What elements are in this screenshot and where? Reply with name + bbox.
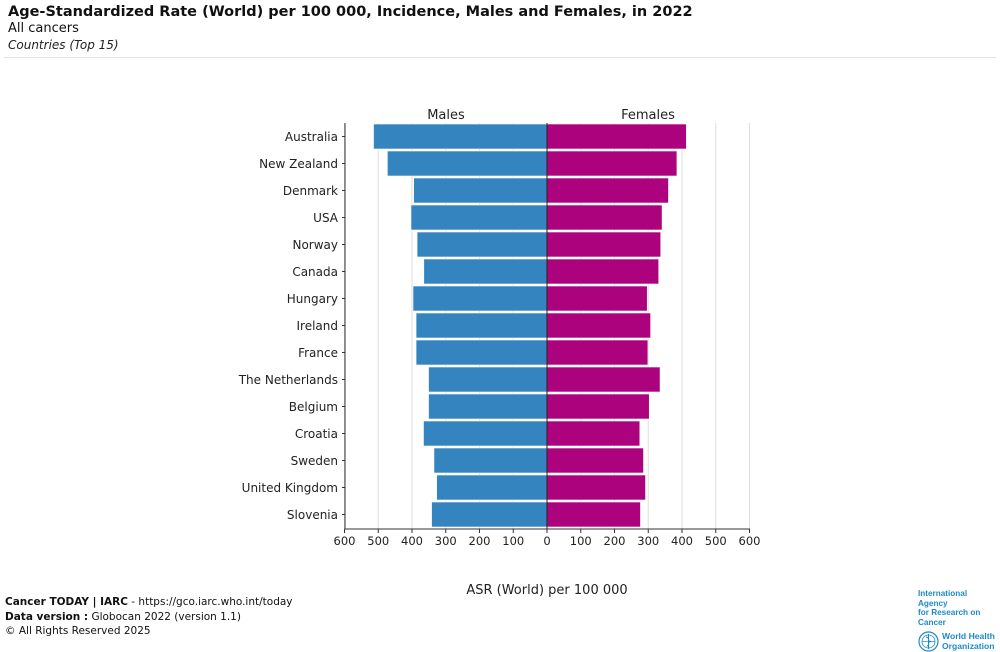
category-label: Slovenia <box>287 508 338 522</box>
category-label: Norway <box>292 238 338 252</box>
category-label: Australia <box>285 130 338 144</box>
bar-females <box>546 285 648 312</box>
bar-females <box>546 447 644 474</box>
bar-females <box>546 123 687 150</box>
bar-females <box>546 231 662 258</box>
footer: Cancer TODAY | IARC - https://gco.iarc.w… <box>5 595 293 639</box>
x-tick-label: 200 <box>604 534 626 548</box>
bar-males <box>433 447 548 474</box>
footer-source-name: Cancer TODAY | IARC <box>5 596 128 608</box>
category-label: Croatia <box>295 427 338 441</box>
bar-males <box>415 312 548 339</box>
category-label: New Zealand <box>259 157 338 171</box>
category-label: USA <box>313 211 339 225</box>
who-logo-line2: Organization <box>942 640 995 651</box>
bar-males <box>416 231 548 258</box>
series-label-females: Females <box>621 108 675 123</box>
iarc-logo-line2: for Research on Cancer <box>918 608 981 627</box>
x-tick-label: 300 <box>435 534 457 548</box>
chart-subsubtitle: Countries (Top 15) <box>8 38 119 52</box>
bar-males <box>410 204 548 231</box>
bar-males <box>412 285 548 312</box>
x-tick-label: 600 <box>739 534 761 548</box>
x-tick-label: 600 <box>334 534 356 548</box>
x-tick-label: 500 <box>705 534 727 548</box>
bar-males <box>415 339 548 366</box>
footer-copyright: © All Rights Reserved 2025 <box>5 625 151 637</box>
category-label: France <box>298 346 338 360</box>
bar-females <box>546 150 678 177</box>
footer-source-url[interactable]: - https://gco.iarc.who.int/today <box>127 596 293 608</box>
chart-subtitle: All cancers <box>8 21 79 36</box>
bar-females <box>546 258 660 285</box>
bar-males <box>428 366 548 393</box>
iarc-logo: International Agency for Research on Can… <box>918 589 998 627</box>
bar-females <box>546 474 646 501</box>
series-label-males: Males <box>427 108 465 123</box>
category-label: The Netherlands <box>238 373 338 387</box>
category-label: Ireland <box>296 319 338 333</box>
bar-males <box>428 393 548 420</box>
category-label: Sweden <box>291 454 338 468</box>
category-label: Canada <box>292 265 338 279</box>
bar-females <box>546 501 641 528</box>
chart-title: Age-Standardized Rate (World) per 100 00… <box>8 4 693 20</box>
bar-females <box>546 312 651 339</box>
category-label: Denmark <box>283 184 338 198</box>
who-emblem-icon <box>918 631 939 652</box>
footer-version-label: Data version : <box>5 610 89 623</box>
x-tick-label: 100 <box>570 534 592 548</box>
bar-males <box>387 150 548 177</box>
bar-males <box>431 501 548 528</box>
bar-males <box>413 177 548 204</box>
who-logo-line1: World Health <box>942 631 995 641</box>
category-label: Belgium <box>289 400 338 414</box>
bar-females <box>546 339 649 366</box>
iarc-logo-line1: International Agency <box>918 589 968 608</box>
bar-females <box>546 177 669 204</box>
bar-females <box>546 393 650 420</box>
bar-males <box>423 420 548 447</box>
chart-header: Age-Standardized Rate (World) per 100 00… <box>8 3 994 53</box>
x-tick-label: 400 <box>671 534 693 548</box>
footer-version: Data version : Globocan 2022 (version 1.… <box>5 610 293 625</box>
x-tick-label: 0 <box>543 534 550 548</box>
footer-source: Cancer TODAY | IARC - https://gco.iarc.w… <box>5 595 293 610</box>
bar-males <box>373 123 548 150</box>
who-logo-text: World Health Organization <box>942 631 995 651</box>
bar-females <box>546 204 663 231</box>
bar-males <box>423 258 548 285</box>
bar-females <box>546 420 641 447</box>
x-tick-label: 500 <box>367 534 389 548</box>
category-label: United Kingdom <box>242 481 338 495</box>
x-tick-label: 400 <box>401 534 423 548</box>
x-tick-label: 300 <box>637 534 659 548</box>
category-label: Hungary <box>287 292 338 306</box>
x-axis-title: ASR (World) per 100 000 <box>466 583 627 598</box>
bar-females <box>546 366 661 393</box>
logos: International Agency for Research on Can… <box>918 589 998 652</box>
bar-males <box>436 474 548 501</box>
x-tick-label: 200 <box>469 534 491 548</box>
x-tick-label: 100 <box>502 534 524 548</box>
footer-version-value: Globocan 2022 (version 1.1) <box>88 610 241 623</box>
who-logo: World Health Organization <box>918 631 998 652</box>
header-divider <box>4 57 996 58</box>
